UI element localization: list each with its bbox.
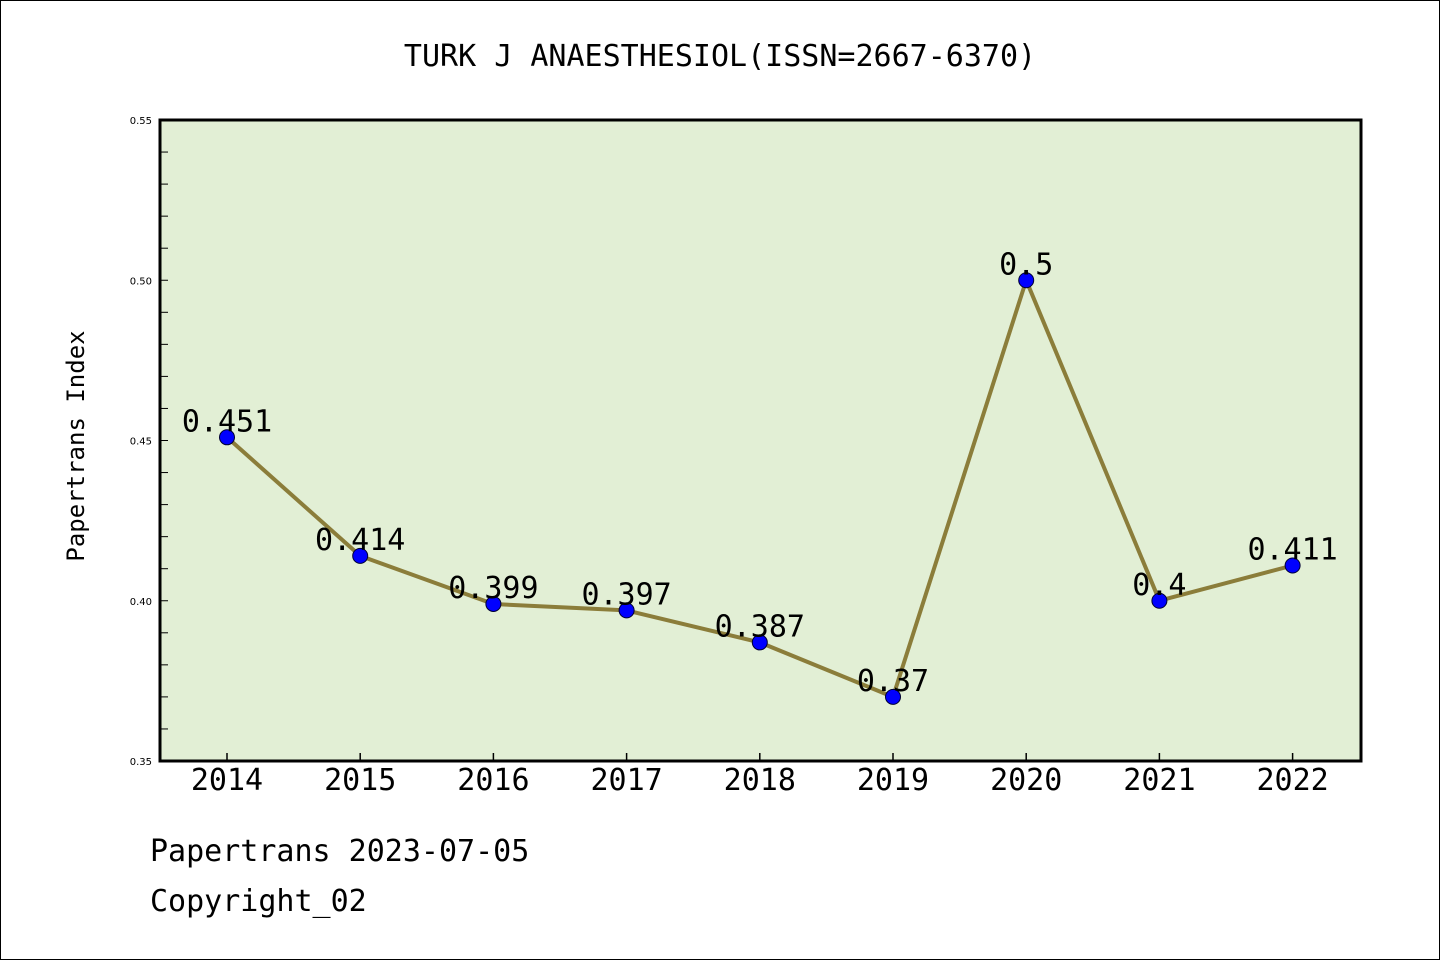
data-label: 0.397: [581, 577, 671, 612]
data-labels: 0.451 0.414 0.399 0.397 0.387 0.37 0.5 0.4 0.411: [182, 247, 1338, 699]
y-tick-label: 0.40: [130, 597, 152, 608]
x-tick-label: 2014: [191, 763, 263, 798]
data-label: 0.387: [715, 609, 805, 644]
data-point: [1018, 272, 1035, 289]
x-tick-label: 2017: [590, 763, 662, 798]
data-point: [618, 602, 635, 619]
y-tick-label: 0.50: [130, 276, 152, 287]
data-points: [219, 272, 1301, 705]
data-point: [1151, 592, 1168, 609]
data-label: 0.4: [1132, 568, 1186, 603]
y-tick-label: 0.35: [130, 757, 152, 768]
x-tick-label: 2018: [724, 763, 796, 798]
x-tick-label: 2022: [1256, 763, 1328, 798]
x-tick-label: 2015: [324, 763, 396, 798]
data-label: 0.5: [999, 247, 1053, 282]
y-tick-label: 0.55: [130, 116, 152, 127]
data-point: [219, 429, 235, 446]
data-label: 0.451: [182, 404, 272, 439]
data-point: [751, 634, 768, 651]
y-tick-label: 0.45: [130, 437, 152, 448]
data-point: [1284, 557, 1301, 574]
footer-date: Papertrans 2023-07-05: [150, 834, 530, 869]
data-label: 0.37: [857, 664, 929, 699]
data-label: 0.414: [315, 523, 405, 558]
data-label: 0.399: [448, 571, 538, 606]
chart-title: TURK J ANAESTHESIOL(ISSN=2667-6370): [404, 39, 1036, 74]
y-axis-label: Papertrans Index: [62, 330, 90, 561]
plot-area: [158, 118, 1363, 763]
x-tick-label: 2019: [857, 763, 929, 798]
y-tick-labels: 0.35 0.40 0.45 0.50 0.55: [130, 116, 152, 768]
data-point: [352, 547, 369, 564]
footer-copyright: Copyright_02: [150, 884, 367, 919]
data-label: 0.411: [1247, 532, 1337, 567]
x-tick-label: 2021: [1123, 763, 1195, 798]
data-point: [485, 595, 502, 612]
x-tick-label: 2016: [457, 763, 529, 798]
x-tick-marks: [226, 753, 1294, 761]
data-point: [885, 688, 901, 705]
x-tick-label: 2020: [990, 763, 1062, 798]
y-minor-ticks: [160, 119, 168, 762]
x-tick-labels: 2014 2015 2016 2017 2018 2019 2020 2021 2022: [191, 763, 1329, 798]
